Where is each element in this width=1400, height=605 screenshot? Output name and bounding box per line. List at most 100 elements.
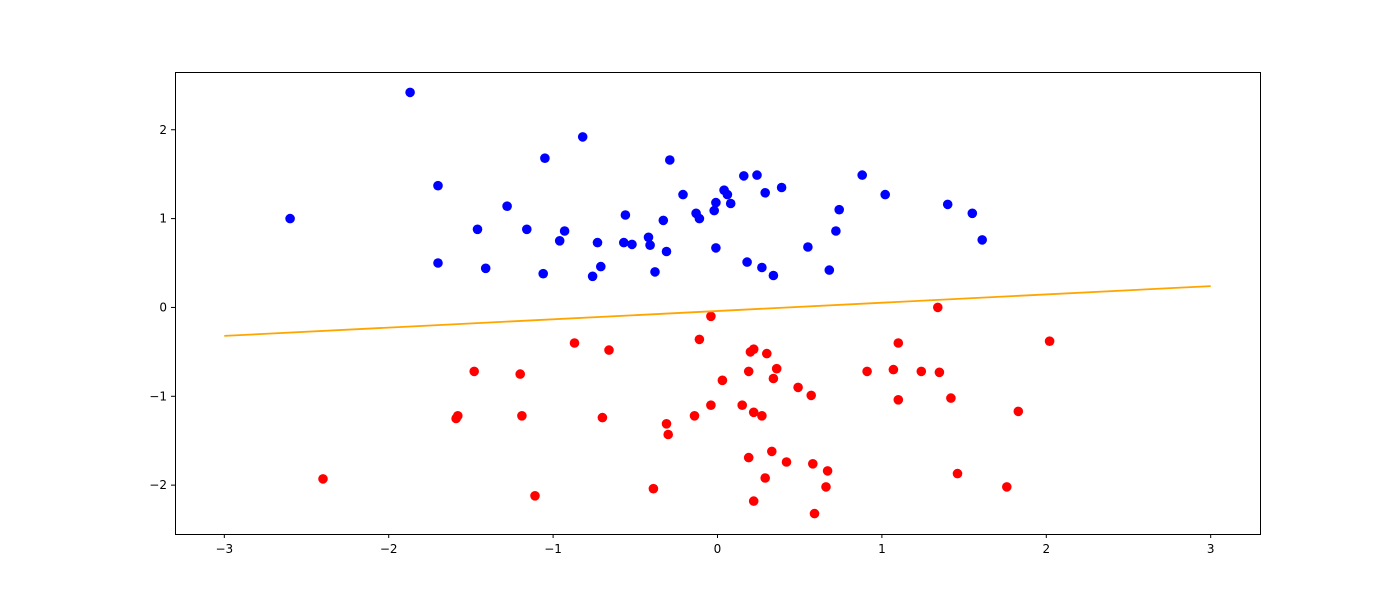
scatter-point [678, 189, 688, 200]
scatter-point [760, 473, 770, 483]
scatter-point [706, 400, 716, 411]
scatter-point [808, 459, 818, 469]
scatter-point [737, 400, 747, 411]
scatter-point [663, 429, 673, 440]
x-tick-label: 3 [1207, 542, 1215, 556]
scatter-point [893, 338, 904, 348]
scatter-point [893, 395, 904, 405]
scatter-point [517, 411, 527, 421]
x-tick-label: −2 [380, 542, 398, 556]
scatter-point [645, 240, 655, 250]
scatter-point [739, 171, 749, 181]
scatter-point [658, 215, 669, 226]
y-tick-label: 0 [159, 300, 167, 314]
scatter-point [694, 213, 705, 224]
x-tick-label: −3 [215, 542, 233, 556]
scatter-point [627, 239, 637, 250]
scatter-point [661, 246, 672, 257]
y-axis: −2 −1 0 1 2 [149, 123, 175, 492]
scatter-point [597, 412, 608, 423]
x-tick-label: 2 [1042, 542, 1050, 556]
scatter-point [587, 271, 598, 282]
scatter-point [752, 170, 762, 180]
scatter-point [880, 189, 890, 200]
x-tick-label: −1 [544, 542, 562, 556]
scatter-point [806, 390, 816, 401]
scatter-point [706, 311, 716, 322]
scatter-point [771, 363, 782, 374]
scatter-point [569, 338, 580, 348]
scatter-point [711, 197, 721, 208]
scatter-point [803, 242, 813, 252]
y-tick-label: 2 [159, 123, 167, 137]
x-tick-label: 1 [878, 542, 886, 556]
scatter-point [762, 348, 772, 359]
scatter-point [453, 411, 463, 421]
scatter-point [793, 382, 803, 393]
y-tick-label: −1 [149, 389, 167, 403]
scatter-point [472, 224, 483, 235]
scatter-point [620, 210, 631, 220]
scatter-point [619, 237, 629, 248]
scatter-point [577, 132, 588, 142]
scatter-point [760, 188, 770, 198]
scatter-point [554, 236, 565, 246]
scatter-point [1013, 406, 1024, 417]
scatter-point [1002, 482, 1012, 492]
scatter-point [604, 345, 614, 355]
scatter-point [538, 268, 548, 279]
x-axis: −3 −2 −1 0 1 2 3 [215, 534, 1215, 556]
scatter-point [822, 466, 833, 476]
scatter-point [748, 407, 759, 418]
scatter-point [757, 262, 767, 273]
series-line [224, 285, 1211, 337]
scatter-point [318, 474, 328, 484]
scatter-point [480, 263, 491, 274]
scatter-point [433, 258, 443, 268]
scatter-point [857, 170, 867, 180]
scatter-point [717, 375, 728, 386]
scatter-point [530, 491, 540, 501]
scatter-point [757, 411, 767, 421]
scatter-point [977, 235, 987, 245]
scatter-point [661, 419, 672, 429]
scatter-point [469, 366, 480, 377]
scatter-point [821, 482, 831, 492]
scatter-point [824, 265, 835, 275]
scatter-point [742, 257, 752, 267]
plot-marks [224, 87, 1211, 519]
scatter-point [711, 243, 721, 253]
scatter-point [1044, 336, 1055, 347]
scatter-point [694, 334, 705, 345]
scatter-point [709, 205, 719, 216]
scatter-point [748, 496, 759, 506]
scatter-point [285, 213, 295, 224]
y-tick-label: −2 [149, 478, 167, 492]
scatter-point [942, 199, 953, 210]
scatter-point [502, 201, 512, 211]
scatter-point [522, 224, 532, 235]
scatter-point [559, 226, 570, 236]
scatter-point [743, 366, 754, 377]
scatter-point [643, 232, 654, 243]
scatter-point [596, 261, 606, 272]
scatter-point [725, 198, 736, 209]
scatter-point [768, 270, 779, 281]
scatter-point [515, 369, 525, 379]
scatter-point [862, 366, 872, 377]
scatter-point [888, 364, 899, 375]
scatter-point [967, 208, 978, 219]
scatter-point [831, 226, 841, 236]
scatter-point [540, 153, 550, 163]
scatter-point [781, 457, 792, 467]
scatter-point [767, 446, 777, 457]
scatter-point [592, 237, 603, 248]
scatter-point [768, 373, 779, 384]
scatter-point [916, 366, 927, 377]
scatter-point [748, 344, 759, 355]
scatter-point [433, 180, 443, 191]
scatter-point [952, 468, 963, 479]
scatter-point [665, 155, 675, 165]
